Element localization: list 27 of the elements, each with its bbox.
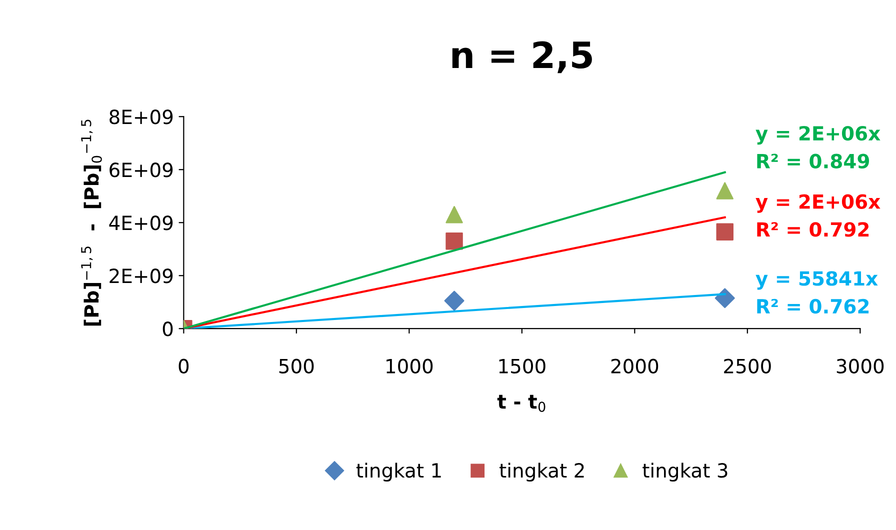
x-tick-label: 2500 <box>724 358 771 374</box>
y-axis-title: [Pb]$^{−1,5}$ - [Pb]$_{0}$$^{−1,5}$ <box>81 120 102 326</box>
y-tick-label: 2E+09 <box>110 268 173 284</box>
y-tick-label: 4E+09 <box>109 216 173 230</box>
legend-label: tingkat 2 <box>500 462 584 482</box>
x-tick-label: 0 <box>178 358 189 374</box>
annotation: y = 55841x R² = 0.762 <box>756 271 878 314</box>
y-tick-label: 8E+09 <box>110 110 173 124</box>
legend-label: tingkat 1 <box>356 462 441 482</box>
chart-title: n = 2,5 <box>452 41 592 74</box>
x-tick-label: 1000 <box>386 358 433 374</box>
x-tick-label: 500 <box>279 358 314 374</box>
point <box>446 206 463 224</box>
x-axis-title: t - t$_{0}$ <box>497 394 546 412</box>
x-tick-label: 1500 <box>499 358 546 374</box>
y-tick-label: 6E+09 <box>110 162 173 178</box>
point <box>716 223 734 240</box>
annotation: y = 2E+06x R² = 0.849 <box>756 126 880 168</box>
y-tick-label: 0 <box>162 322 173 336</box>
x-tick-label: 2000 <box>611 358 658 374</box>
point <box>444 290 464 311</box>
point <box>714 288 735 308</box>
point <box>716 182 734 200</box>
legend-label: tingkat 3 <box>642 462 728 482</box>
x-tick-label: 3000 <box>836 358 884 374</box>
point <box>446 232 463 250</box>
annotation: y = 2E+06x R² = 0.792 <box>756 194 880 237</box>
